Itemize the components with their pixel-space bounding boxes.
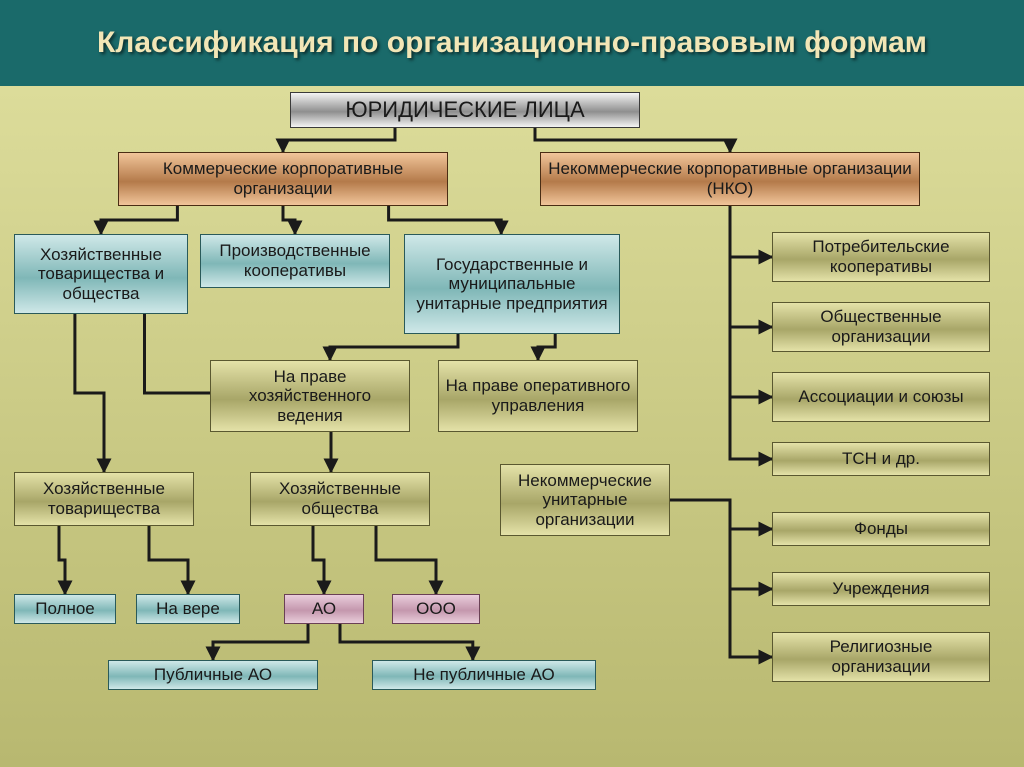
node-label: Производственные кооперативы — [207, 241, 383, 280]
node-assoc: Ассоциации и союзы — [772, 372, 990, 422]
node-label: Хозяйственные товарищества и общества — [21, 245, 181, 304]
node-label: АО — [312, 599, 336, 619]
node-nekomm: Некоммерческие корпоративные организации… — [540, 152, 920, 206]
node-ooo: ООО — [392, 594, 480, 624]
node-tsn: ТСН и др. — [772, 442, 990, 476]
node-hoz_tov: Хозяйственные товарищества — [14, 472, 194, 526]
node-fondy: Фонды — [772, 512, 990, 546]
node-prav_op: На праве оперативного управления — [438, 360, 638, 432]
diagram-stage: Классификация по организационно-правовым… — [0, 0, 1024, 767]
edge — [75, 314, 104, 472]
edge — [730, 206, 772, 459]
edge — [59, 526, 65, 594]
edge — [730, 206, 772, 257]
node-potreb: Потребительские кооперативы — [772, 232, 990, 282]
edge — [538, 334, 555, 360]
edge — [376, 526, 436, 594]
edge — [730, 206, 772, 397]
node-polnoe: Полное — [14, 594, 116, 624]
node-pub_ao: Публичные АО — [108, 660, 318, 690]
node-label: Некоммерческие корпоративные организации… — [547, 159, 913, 198]
edge — [101, 206, 177, 234]
node-hoz_tov_ob: Хозяйственные товарищества и общества — [14, 234, 188, 314]
node-label: Религиозные организации — [779, 637, 983, 676]
edge — [730, 206, 772, 327]
node-label: ООО — [416, 599, 456, 619]
node-uchr: Учреждения — [772, 572, 990, 606]
edge — [283, 128, 395, 152]
edge — [330, 334, 458, 360]
edge — [283, 206, 295, 234]
node-label: На вере — [156, 599, 220, 619]
node-nekomm_unit: Некоммерческие унитарные организации — [500, 464, 670, 536]
node-label: Полное — [35, 599, 95, 619]
node-label: Ассоциации и союзы — [798, 387, 963, 407]
edge — [535, 128, 730, 152]
node-navere: На вере — [136, 594, 240, 624]
node-label: ЮРИДИЧЕСКИЕ ЛИЦА — [345, 97, 584, 122]
node-relig: Религиозные организации — [772, 632, 990, 682]
node-label: Учреждения — [832, 579, 929, 599]
node-label: Некоммерческие унитарные организации — [507, 471, 663, 530]
edge — [340, 624, 473, 660]
node-hoz_ob: Хозяйственные общества — [250, 472, 430, 526]
edge — [149, 526, 188, 594]
node-ao: АО — [284, 594, 364, 624]
edge — [389, 206, 502, 234]
node-label: Не публичные АО — [413, 665, 555, 685]
edge — [670, 500, 772, 529]
node-gos_mun: Государственные и муниципальные унитарны… — [404, 234, 620, 334]
node-label: Потребительские кооперативы — [779, 237, 983, 276]
diagram-body: ЮРИДИЧЕСКИЕ ЛИЦА Коммерческие корпоративн… — [0, 86, 1024, 767]
node-label: Публичные АО — [154, 665, 272, 685]
node-label: Хозяйственные общества — [257, 479, 423, 518]
node-label: Государственные и муниципальные унитарны… — [411, 255, 613, 314]
node-prav_hoz: На праве хозяйственного ведения — [210, 360, 410, 432]
edge — [670, 500, 772, 657]
node-root: ЮРИДИЧЕСКИЕ ЛИЦА — [290, 92, 640, 128]
edge — [670, 500, 772, 589]
node-label: Хозяйственные товарищества — [21, 479, 187, 518]
diagram-title-text: Классификация по организационно-правовым… — [97, 26, 927, 60]
node-label: На праве оперативного управления — [445, 376, 631, 415]
node-label: На праве хозяйственного ведения — [217, 367, 403, 426]
node-obshch: Общественные организации — [772, 302, 990, 352]
node-nepub_ao: Не публичные АО — [372, 660, 596, 690]
node-label: Общественные организации — [779, 307, 983, 346]
edge — [213, 624, 308, 660]
node-label: Фонды — [854, 519, 908, 539]
diagram-title: Классификация по организационно-правовым… — [0, 0, 1024, 86]
edge — [313, 526, 324, 594]
node-proizv: Производственные кооперативы — [200, 234, 390, 288]
node-komm: Коммерческие корпоративные организации — [118, 152, 448, 206]
node-label: ТСН и др. — [842, 449, 920, 469]
node-label: Коммерческие корпоративные организации — [125, 159, 441, 198]
